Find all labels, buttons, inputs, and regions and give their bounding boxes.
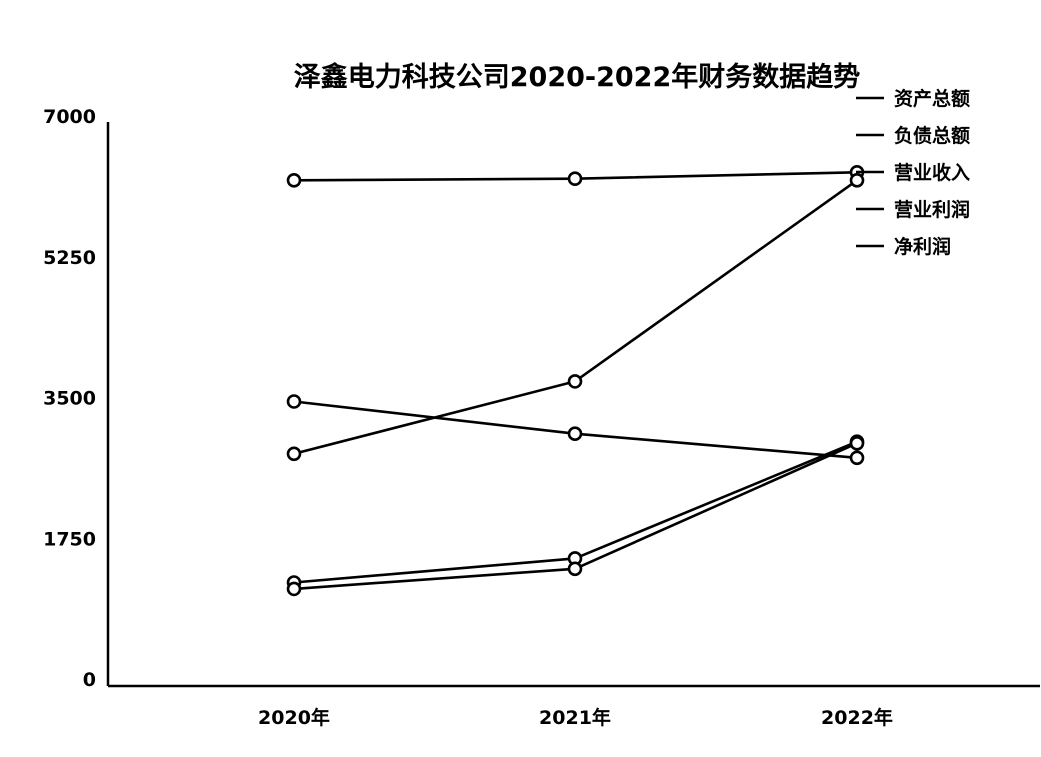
series-lines xyxy=(286,165,865,597)
data-point xyxy=(567,561,583,577)
legend-label: 资产总额 xyxy=(894,87,970,110)
data-point xyxy=(567,171,583,186)
data-point xyxy=(567,426,583,442)
data-point xyxy=(849,435,865,451)
data-point xyxy=(849,450,865,466)
x-tick-labels: 2020年 2021年 2022年 xyxy=(258,706,893,729)
data-point xyxy=(567,374,583,389)
y-tick-labels: 0 1750 3500 5250 7000 xyxy=(43,106,96,691)
y-tick-label: 7000 xyxy=(43,106,96,128)
legend-label: 净利润 xyxy=(894,235,951,258)
legend-item: 资产总额 xyxy=(856,87,970,110)
legend-label: 营业利润 xyxy=(894,198,970,221)
legend-item: 净利润 xyxy=(856,235,951,258)
data-point xyxy=(286,581,302,597)
series-3 xyxy=(286,394,865,466)
legend-label: 营业收入 xyxy=(894,161,970,184)
x-tick-label: 2021年 xyxy=(539,706,611,729)
y-tick-label: 5250 xyxy=(43,247,96,269)
x-tick-label: 2020年 xyxy=(258,706,330,729)
data-point xyxy=(286,394,302,409)
data-point xyxy=(286,173,302,188)
x-tick-label: 2022年 xyxy=(821,706,893,729)
data-point xyxy=(849,173,865,188)
legend-label: 负债总额 xyxy=(894,124,970,147)
chart-title: 泽鑫电力科技公司2020-2022年财务数据趋势 xyxy=(294,61,861,93)
data-point xyxy=(286,446,302,462)
y-tick-label: 1750 xyxy=(43,528,96,550)
legend-item: 营业收入 xyxy=(856,161,970,184)
series-line xyxy=(293,179,858,456)
legend-item: 负债总额 xyxy=(856,124,970,147)
series-5 xyxy=(286,435,865,597)
series-2 xyxy=(286,173,865,462)
y-tick-label: 3500 xyxy=(43,388,96,410)
legend-item: 营业利润 xyxy=(856,198,970,221)
y-tick-label: 0 xyxy=(83,669,96,691)
series-1 xyxy=(286,165,865,188)
